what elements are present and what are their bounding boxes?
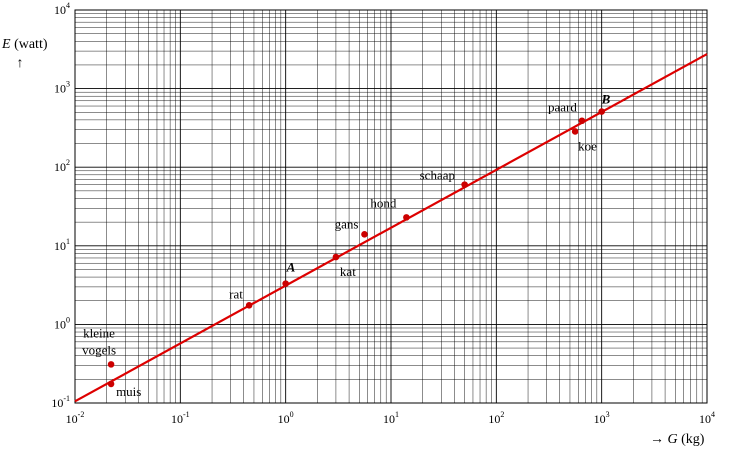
grid (74, 10, 707, 404)
y-tick-label: 10-1 (51, 394, 70, 410)
x-tick-label: 102 (488, 410, 504, 426)
x-axis-unit: (kg) (681, 432, 705, 447)
point-label: B (601, 92, 611, 107)
plot-frame (74, 9, 708, 404)
x-tick-label: 104 (699, 410, 715, 426)
x-tick-label: 10-2 (66, 410, 85, 426)
data-point (578, 117, 586, 125)
y-axis-var: E (1, 37, 11, 52)
y-tick-label: 100 (54, 315, 70, 331)
point-label: muis (116, 384, 141, 399)
data-point (107, 361, 115, 368)
data-point (598, 108, 605, 115)
point-label: kat (340, 264, 356, 279)
point-label: kleine vogels (82, 325, 116, 357)
data-points (107, 108, 605, 388)
x-tick-label: 100 (278, 410, 294, 426)
point-label: rat (229, 286, 243, 301)
y-axis-unit: (watt) (14, 37, 48, 52)
data-point (461, 181, 468, 188)
point-label: koe (578, 138, 597, 153)
y-axis-arrow: ↑ (17, 56, 24, 71)
data-point (403, 214, 410, 221)
point-label: A (286, 260, 296, 275)
y-tick-label: 104 (54, 1, 70, 17)
x-tick-label: 10-1 (171, 410, 190, 426)
x-tick-label: 103 (594, 410, 610, 426)
y-tick-label: 101 (54, 237, 70, 253)
point-label: gans (335, 216, 359, 231)
x-tick-labels: 10-2 10-1 100 101 102 103 104 (66, 410, 715, 426)
point-label: paard (548, 100, 577, 115)
x-axis-arrow: → (650, 432, 664, 447)
point-labels: kleine vogels muis rat A kat gans hond schaap koe… (82, 92, 611, 399)
data-point (571, 128, 579, 135)
data-point (245, 301, 253, 309)
data-point (107, 380, 115, 388)
data-point (361, 231, 368, 238)
x-axis-label: → G (kg) (650, 432, 705, 447)
point-label: schaap (420, 168, 455, 183)
x-tick-label: 101 (383, 410, 399, 426)
data-point (332, 253, 340, 261)
point-label: hond (370, 195, 397, 210)
y-axis-label: E (watt) (1, 37, 48, 52)
y-tick-label: 103 (54, 80, 70, 96)
x-axis-var: G (668, 432, 678, 447)
y-tick-label: 102 (54, 158, 70, 174)
y-tick-labels: 10-1 100 101 102 103 104 (51, 1, 70, 410)
data-point (282, 280, 289, 287)
